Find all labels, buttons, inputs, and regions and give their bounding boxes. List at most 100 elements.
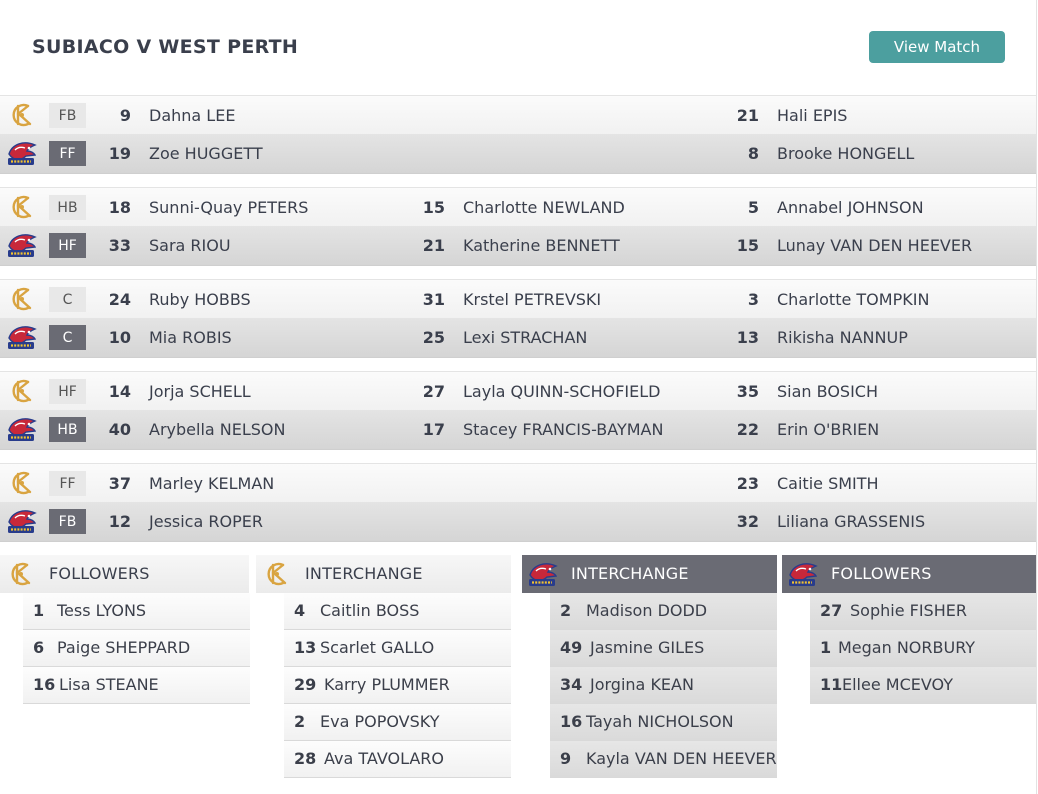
player-name[interactable]: Scarlet GALLO <box>320 638 435 657</box>
view-match-button[interactable]: View Match <box>869 31 1005 63</box>
player-name[interactable]: Marley KELMAN <box>149 474 275 493</box>
player-name[interactable]: Charlotte NEWLAND <box>463 198 625 217</box>
player-name[interactable]: Stacey FRANCIS-BAYMAN <box>463 420 664 439</box>
player-number: 14 <box>108 382 131 401</box>
player-number: 32 <box>736 512 759 531</box>
player-number: 37 <box>108 474 131 493</box>
bench-player-row: 27 Sophie FISHER <box>810 593 1036 630</box>
player-number: 19 <box>108 144 131 163</box>
player-name[interactable]: Liliana GRASSENIS <box>777 512 926 531</box>
player-name[interactable]: Sunni-Quay PETERS <box>149 198 309 217</box>
player-name[interactable]: Ruby HOBBS <box>149 290 251 309</box>
subiaco-logo-icon <box>5 559 37 589</box>
bench-player-row: 16 Lisa STEANE <box>23 667 250 704</box>
position-badge: C <box>49 325 86 350</box>
west-perth-falcons-logo-icon <box>6 414 38 444</box>
player-name[interactable]: Tess LYONS <box>57 601 147 620</box>
subiaco-line-row: FF 37 Marley KELMAN 23 Caitie SMITH <box>0 463 1036 503</box>
player-name[interactable]: Annabel JOHNSON <box>777 198 924 217</box>
player-name[interactable]: Tayah NICHOLSON <box>586 712 734 731</box>
player-number: 15 <box>736 236 759 255</box>
bench-player-row: 2 Eva POPOVSKY <box>284 704 511 741</box>
west-perth-line-row: FB 12 Jessica ROPER 32 Liliana GRASSENIS <box>0 502 1036 542</box>
player-name[interactable]: Jorja SCHELL <box>149 382 251 401</box>
player-name[interactable]: Ellee MCEVOY <box>842 675 954 694</box>
player-name[interactable]: Paige SHEPPARD <box>57 638 191 657</box>
player-name[interactable]: Jasmine GILES <box>590 638 705 657</box>
player-name[interactable]: Lunay VAN DEN HEEVER <box>777 236 973 255</box>
position-badge: FB <box>49 103 86 128</box>
player-name[interactable]: Lexi STRACHAN <box>463 328 588 347</box>
position-badge: HF <box>49 233 86 258</box>
player-name[interactable]: Jessica ROPER <box>149 512 263 531</box>
bench-player-row: 6 Paige SHEPPARD <box>23 630 250 667</box>
player-name[interactable]: Karry PLUMMER <box>324 675 450 694</box>
player-number: 1 <box>820 638 832 657</box>
player-name[interactable]: Hali EPIS <box>777 106 848 125</box>
player-name[interactable]: Brooke HONGELL <box>777 144 915 163</box>
player-name[interactable]: Arybella NELSON <box>149 420 286 439</box>
player-name[interactable]: Layla QUINN-SCHOFIELD <box>463 382 661 401</box>
west-perth-falcons-logo-icon <box>527 559 559 589</box>
player-name[interactable]: Sophie FISHER <box>850 601 967 620</box>
player-number: 9 <box>119 106 131 125</box>
player-name[interactable]: Katherine BENNETT <box>463 236 620 255</box>
player-name[interactable]: Jorgina KEAN <box>590 675 694 694</box>
bench-player-row: 2 Madison DODD <box>550 593 777 630</box>
subiaco-line-row: HB 18 Sunni-Quay PETERS 15 Charlotte NEWLAND… <box>0 187 1036 227</box>
player-number: 49 <box>560 638 583 657</box>
player-name[interactable]: Mia ROBIS <box>149 328 232 347</box>
position-badge: HF <box>49 379 86 404</box>
player-name[interactable]: Krstel PETREVSKI <box>463 290 602 309</box>
subiaco-logo-icon <box>6 468 38 498</box>
player-number: 5 <box>747 198 759 217</box>
player-name[interactable]: Megan NORBURY <box>838 638 976 657</box>
player-number: 21 <box>422 236 445 255</box>
west-perth-line-row: C 10 Mia ROBIS 25 Lexi STRACHAN 13 Rikisha NAN… <box>0 318 1036 358</box>
bench-title: FOLLOWERS <box>49 564 150 583</box>
player-number: 35 <box>736 382 759 401</box>
bench-title: INTERCHANGE <box>571 564 689 583</box>
match-title: SUBIACO V WEST PERTH <box>32 36 299 58</box>
player-name[interactable]: Charlotte TOMPKIN <box>777 290 930 309</box>
bench-header-interchange: INTERCHANGE <box>256 555 511 593</box>
player-number: 40 <box>108 420 131 439</box>
player-name[interactable]: Rikisha NANNUP <box>777 328 908 347</box>
player-name[interactable]: Caitie SMITH <box>777 474 879 493</box>
player-name[interactable]: Ava TAVOLARO <box>324 749 445 768</box>
bench-player-row: 1 Megan NORBURY <box>810 630 1036 667</box>
bench-title: INTERCHANGE <box>305 564 423 583</box>
subiaco-logo-icon <box>6 284 38 314</box>
player-number: 11 <box>820 675 843 694</box>
player-number: 23 <box>736 474 759 493</box>
player-name[interactable]: Madison DODD <box>586 601 708 620</box>
player-number: 16 <box>33 675 56 694</box>
player-name[interactable]: Sara RIOU <box>149 236 231 255</box>
player-number: 13 <box>736 328 759 347</box>
player-number: 8 <box>747 144 759 163</box>
player-number: 9 <box>560 749 572 768</box>
player-name[interactable]: Dahna LEE <box>149 106 236 125</box>
bench-player-row: 28 Ava TAVOLARO <box>284 741 511 778</box>
player-name[interactable]: Lisa STEANE <box>59 675 159 694</box>
player-name[interactable]: Zoe HUGGETT <box>149 144 263 163</box>
position-badge: HB <box>49 417 86 442</box>
player-name[interactable]: Kayla VAN DEN HEEVER <box>586 749 777 768</box>
position-badge: FF <box>49 141 86 166</box>
player-number: 21 <box>736 106 759 125</box>
player-name[interactable]: Caitlin BOSS <box>320 601 420 620</box>
bench-player-row: 9 Kayla VAN DEN HEEVER <box>550 741 777 778</box>
west-perth-falcons-logo-icon <box>6 506 38 536</box>
player-number: 28 <box>294 749 317 768</box>
player-number: 2 <box>294 712 306 731</box>
position-badge: HB <box>49 195 86 220</box>
bench-player-row: 34 Jorgina KEAN <box>550 667 777 704</box>
player-number: 12 <box>108 512 131 531</box>
west-perth-line-row: HF 33 Sara RIOU 21 Katherine BENNETT 15 Lunay … <box>0 226 1036 266</box>
player-name[interactable]: Eva POPOVSKY <box>320 712 440 731</box>
player-number: 22 <box>736 420 759 439</box>
player-number: 6 <box>33 638 45 657</box>
player-name[interactable]: Erin O'BRIEN <box>777 420 880 439</box>
player-name[interactable]: Sian BOSICH <box>777 382 878 401</box>
